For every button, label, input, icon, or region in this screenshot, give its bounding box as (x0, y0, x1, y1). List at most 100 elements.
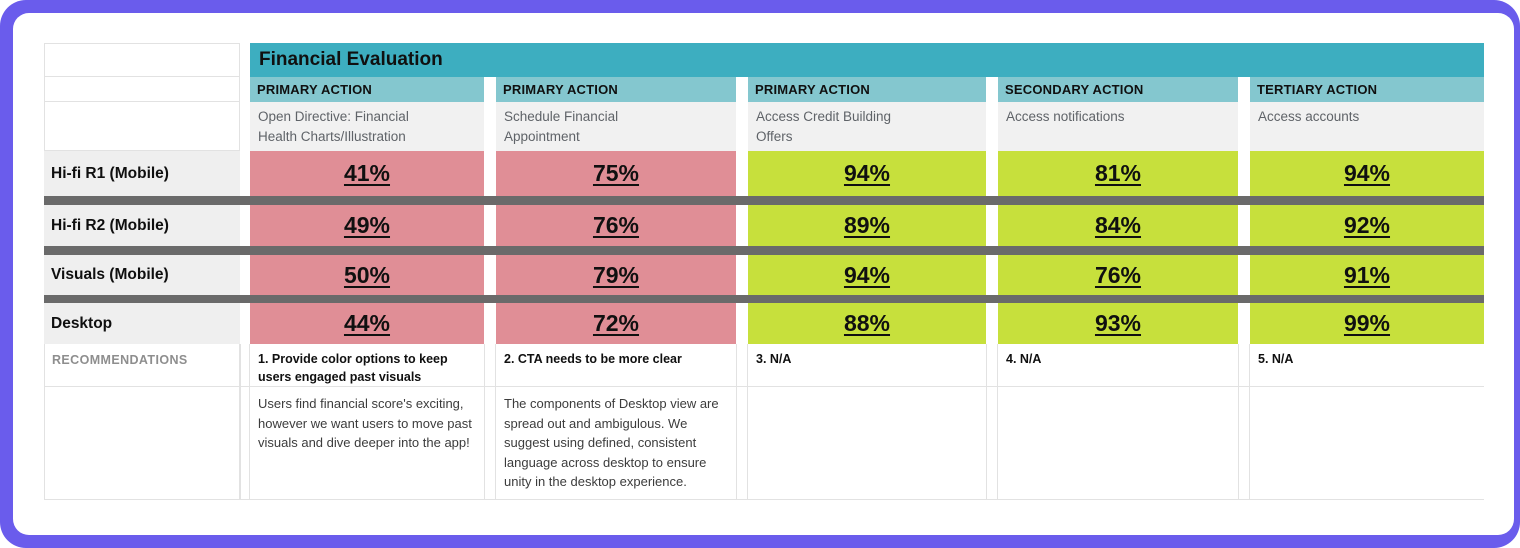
score-cell: 75% (496, 151, 736, 196)
score-cell: 94% (748, 151, 986, 196)
column-spacer (1238, 255, 1250, 295)
column-spacer (736, 387, 748, 500)
score-cell: 93% (998, 303, 1238, 344)
column-spacer (484, 102, 496, 151)
column-spacer (240, 387, 250, 500)
column-spacer (736, 151, 748, 196)
column-spacer (736, 303, 748, 344)
column-type-header: TERTIARY ACTION (1250, 77, 1484, 102)
column-spacer (240, 255, 250, 295)
score-cell: 72% (496, 303, 736, 344)
column-spacer (484, 303, 496, 344)
score-link[interactable]: 41% (343, 160, 391, 186)
score-cell: 88% (748, 303, 986, 344)
column-spacer (484, 151, 496, 196)
row-label: Visuals (Mobile) (44, 255, 240, 295)
column-spacer (736, 102, 748, 151)
score-link[interactable]: 50% (343, 261, 391, 288)
column-spacer (484, 205, 496, 246)
empty-cell (44, 77, 240, 102)
column-description: Access accounts (1250, 102, 1484, 151)
column-spacer (986, 255, 998, 295)
score-link[interactable]: 88% (843, 310, 891, 336)
column-description: Access Credit Building Offers (748, 102, 986, 151)
empty-cell (44, 102, 240, 151)
score-cell: 84% (998, 205, 1238, 246)
score-cell: 81% (998, 151, 1238, 196)
recommendation-body: Users find financial score's exciting, h… (250, 387, 484, 500)
score-link[interactable]: 84% (1094, 212, 1142, 238)
score-link[interactable]: 49% (343, 212, 391, 238)
score-link[interactable]: 79% (592, 261, 640, 288)
column-spacer (240, 102, 250, 151)
column-spacer (986, 151, 998, 196)
score-link[interactable]: 94% (843, 261, 891, 288)
column-spacer (986, 77, 998, 102)
column-spacer (736, 344, 748, 387)
score-cell: 76% (998, 255, 1238, 295)
column-spacer (736, 255, 748, 295)
score-link[interactable]: 94% (843, 160, 891, 186)
score-cell: 91% (1250, 255, 1484, 295)
score-link[interactable]: 99% (1343, 310, 1391, 336)
column-spacer (736, 77, 748, 102)
score-link[interactable]: 89% (843, 212, 891, 238)
column-spacer (1238, 303, 1250, 344)
score-link[interactable]: 44% (343, 310, 391, 336)
column-spacer (240, 303, 250, 344)
column-spacer (484, 387, 496, 500)
column-spacer (1238, 77, 1250, 102)
score-link[interactable]: 93% (1094, 310, 1142, 336)
column-spacer (1238, 387, 1250, 500)
score-cell: 92% (1250, 205, 1484, 246)
score-link[interactable]: 76% (1094, 261, 1142, 288)
column-spacer (484, 344, 496, 387)
score-cell: 99% (1250, 303, 1484, 344)
recommendation-headline: 4. N/A (998, 344, 1238, 387)
column-spacer (1238, 151, 1250, 196)
column-spacer (240, 77, 250, 102)
score-link[interactable]: 72% (592, 310, 640, 336)
empty-cell (44, 43, 240, 77)
empty-cell (44, 387, 240, 500)
score-cell: 94% (748, 255, 986, 295)
column-spacer (484, 77, 496, 102)
column-spacer (484, 255, 496, 295)
column-spacer (736, 205, 748, 246)
column-spacer (240, 205, 250, 246)
score-cell: 89% (748, 205, 986, 246)
row-label: Hi-fi R2 (Mobile) (44, 205, 240, 246)
recommendation-headline: 2. CTA needs to be more clear (496, 344, 736, 387)
column-spacer (240, 344, 250, 387)
score-link[interactable]: 76% (592, 212, 640, 238)
score-cell: 49% (250, 205, 484, 246)
score-link[interactable]: 81% (1094, 160, 1142, 186)
column-spacer (986, 387, 998, 500)
table-title: Financial Evaluation (250, 43, 1484, 77)
recommendation-body: The components of Desktop view are sprea… (496, 387, 736, 500)
recommendation-body (748, 387, 986, 500)
recommendation-body (998, 387, 1238, 500)
recommendation-headline: 3. N/A (748, 344, 986, 387)
column-spacer (986, 102, 998, 151)
row-divider (44, 196, 1484, 205)
score-link[interactable]: 75% (592, 160, 640, 186)
column-type-header: PRIMARY ACTION (496, 77, 736, 102)
evaluation-table: Financial Evaluation PRIMARY ACTION PRIM… (44, 43, 1484, 500)
column-spacer (1238, 344, 1250, 387)
recommendations-label: RECOMMENDATIONS (44, 344, 240, 387)
row-divider (44, 246, 1484, 255)
column-spacer (986, 205, 998, 246)
score-link[interactable]: 94% (1343, 160, 1391, 186)
column-description: Open Directive: Financial Health Charts/… (250, 102, 484, 151)
recommendation-body (1250, 387, 1484, 500)
column-spacer (240, 151, 250, 196)
score-link[interactable]: 92% (1343, 212, 1391, 238)
recommendation-headline: 5. N/A (1250, 344, 1484, 387)
score-cell: 79% (496, 255, 736, 295)
score-link[interactable]: 91% (1343, 261, 1391, 288)
column-description: Access notifications (998, 102, 1238, 151)
column-spacer (240, 43, 250, 77)
row-label: Desktop (44, 303, 240, 344)
